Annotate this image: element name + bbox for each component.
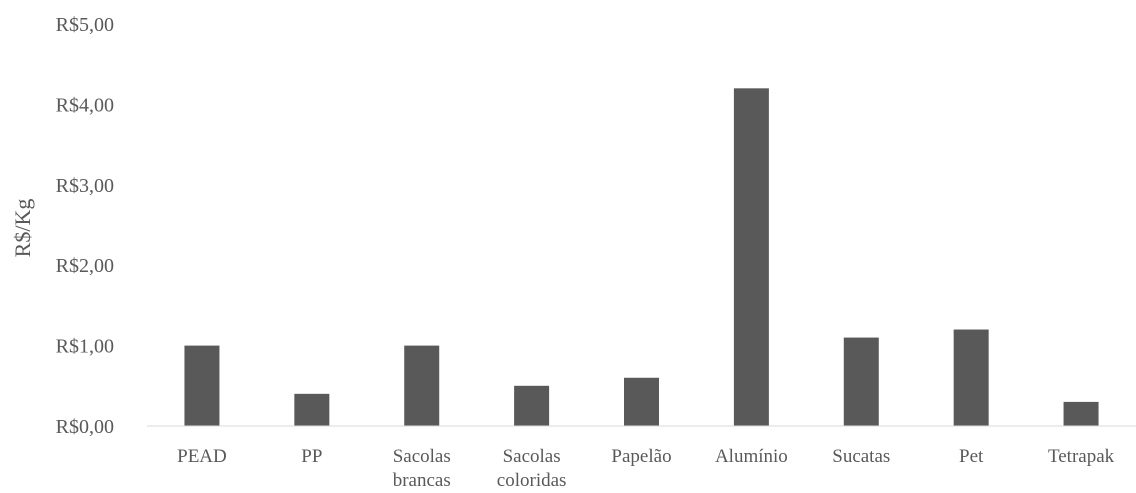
y-axis-title: R$/Kg <box>10 199 35 258</box>
y-tick-label: R$5,00 <box>56 14 114 36</box>
y-axis-ticks: R$0,00 R$1,00 R$2,00 R$3,00 R$4,00 R$5,00 <box>56 14 114 438</box>
x-tick-label: Pet <box>959 446 984 467</box>
x-axis-labels: PEAD PP Sacolas brancas Sacolas coloridas Pape… <box>177 446 1115 491</box>
y-tick-label: R$4,00 <box>56 94 114 116</box>
bars <box>184 88 1099 426</box>
bar <box>624 377 659 426</box>
x-tick-label: Papelão <box>611 446 671 467</box>
x-tick-label: Sacolas coloridas <box>497 446 567 491</box>
bar <box>953 329 989 426</box>
y-tick-label: R$2,00 <box>56 255 114 277</box>
y-tick-label: R$3,00 <box>56 175 114 197</box>
bar <box>184 345 220 426</box>
x-tick-label: Sucatas <box>832 446 890 467</box>
x-tick-label: PP <box>301 446 322 467</box>
bar <box>1063 401 1099 426</box>
x-tick-label: Alumínio <box>715 446 788 467</box>
y-tick-label: R$1,00 <box>56 336 114 358</box>
x-tick-label: PEAD <box>177 446 227 467</box>
bar <box>843 337 879 426</box>
x-tick-label: Sacolas brancas <box>393 446 451 491</box>
bar <box>404 345 440 426</box>
bar <box>514 385 550 426</box>
bar <box>294 393 330 426</box>
y-tick-label: R$0,00 <box>56 416 114 438</box>
bar <box>733 88 769 426</box>
x-tick-label: Tetrapak <box>1048 446 1115 467</box>
